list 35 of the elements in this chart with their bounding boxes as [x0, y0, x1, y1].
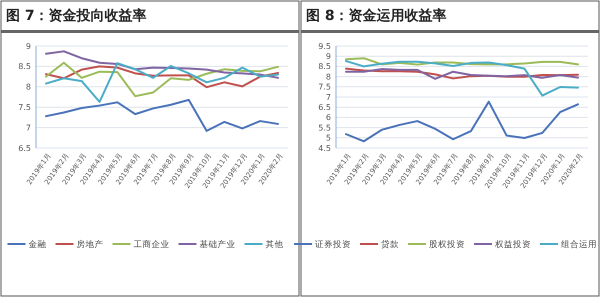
line-series: [345, 100, 579, 142]
legend-label: 其他: [266, 238, 284, 250]
legend-label: 证券投资: [315, 238, 351, 250]
y-tick-label: 6: [326, 113, 331, 122]
chart-title: 图 7：资金投向收益率: [6, 7, 147, 24]
line-series: [45, 50, 279, 79]
y-tick-label: 5: [326, 134, 331, 143]
line-series: [345, 60, 579, 97]
y-tick-label: 9.5: [318, 42, 331, 51]
legend-label: 工商企业: [134, 238, 170, 250]
legend-label: 基础产业: [200, 238, 236, 250]
legend-label: 权益投资: [494, 238, 531, 250]
legend-label: 贷款: [381, 238, 399, 250]
y-tick-label: 9: [26, 42, 31, 51]
line-series: [45, 65, 279, 88]
y-tick-label: 4.5: [318, 144, 331, 153]
y-tick-label: 7: [26, 123, 31, 132]
legend-label: 金融: [28, 238, 46, 250]
legend-label: 股权投资: [429, 238, 465, 250]
y-tick-label: 6.5: [318, 103, 331, 112]
y-tick-label: 7.5: [318, 82, 331, 92]
y-tick-label: 8: [326, 72, 331, 82]
line-series: [345, 57, 579, 66]
y-tick-label: 7.5: [18, 103, 31, 112]
y-tick-label: 9: [326, 52, 331, 61]
y-tick-label: 6.5: [18, 144, 31, 153]
legend-label: 组合运用: [561, 238, 597, 250]
legend-label: 房地产: [76, 238, 104, 250]
y-tick-label: 8: [26, 82, 31, 92]
y-tick-label: 8.5: [318, 62, 331, 72]
y-tick-label: 5.5: [318, 123, 331, 132]
y-tick-label: 7: [326, 92, 331, 102]
y-tick-label: 8.5: [18, 62, 31, 72]
chart-title: 图 8：资金运用收益率: [306, 7, 447, 24]
line-series: [45, 98, 279, 132]
